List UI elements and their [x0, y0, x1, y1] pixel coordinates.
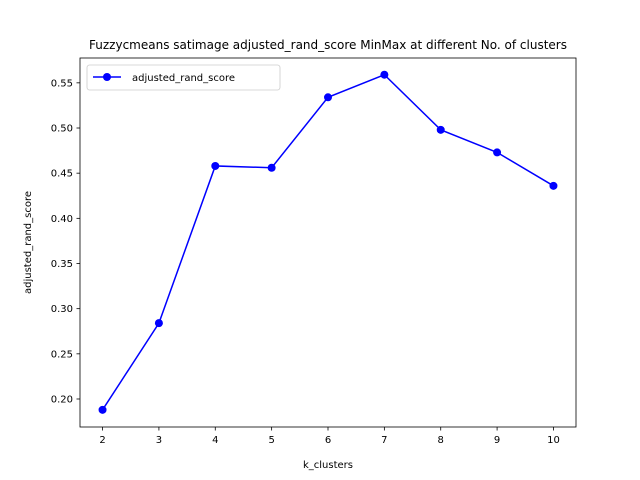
y-tick-label: 0.45 — [51, 169, 73, 180]
data-point — [549, 181, 558, 190]
data-point — [380, 70, 389, 79]
y-tick-label: 0.25 — [51, 349, 73, 360]
x-tick-label: 8 — [438, 435, 444, 446]
plot-area — [80, 58, 576, 427]
legend-label: adjusted_rand_score — [132, 73, 235, 84]
legend: adjusted_rand_score — [86, 64, 281, 91]
y-axis-ticks: 0.20 0.25 0.30 0.35 0.40 0.45 0.50 0.55 — [51, 78, 80, 405]
x-axis-ticks: 2 3 4 5 6 7 8 9 10 — [99, 427, 560, 446]
y-tick-label: 0.35 — [51, 259, 73, 270]
x-tick-label: 4 — [212, 435, 218, 446]
y-tick-label: 0.55 — [51, 78, 73, 89]
y-axis-label: adjusted_rand_score — [23, 191, 34, 294]
legend-box — [86, 64, 281, 91]
data-point — [154, 319, 163, 328]
x-tick-label: 7 — [381, 435, 387, 446]
data-point — [211, 161, 220, 170]
x-tick-label: 9 — [494, 435, 500, 446]
series-points — [98, 70, 558, 414]
x-axis-label: k_clusters — [303, 460, 353, 471]
data-point — [98, 405, 107, 414]
chart-title: Fuzzycmeans satimage adjusted_rand_score… — [89, 38, 567, 52]
y-tick-label: 0.50 — [51, 124, 73, 135]
legend-marker — [103, 73, 111, 81]
data-point — [324, 93, 332, 102]
y-tick-label: 0.20 — [51, 394, 73, 405]
y-tick-label: 0.40 — [51, 214, 73, 225]
x-tick-label: 3 — [156, 435, 162, 446]
x-tick-label: 2 — [99, 435, 105, 446]
x-tick-label: 5 — [268, 435, 274, 446]
data-point — [436, 125, 445, 134]
y-tick-label: 0.30 — [51, 304, 73, 315]
x-tick-label: 6 — [325, 435, 331, 446]
data-point — [493, 148, 502, 157]
data-point — [267, 163, 276, 172]
plot-frame — [79, 57, 577, 428]
x-tick-label: 10 — [547, 435, 560, 446]
